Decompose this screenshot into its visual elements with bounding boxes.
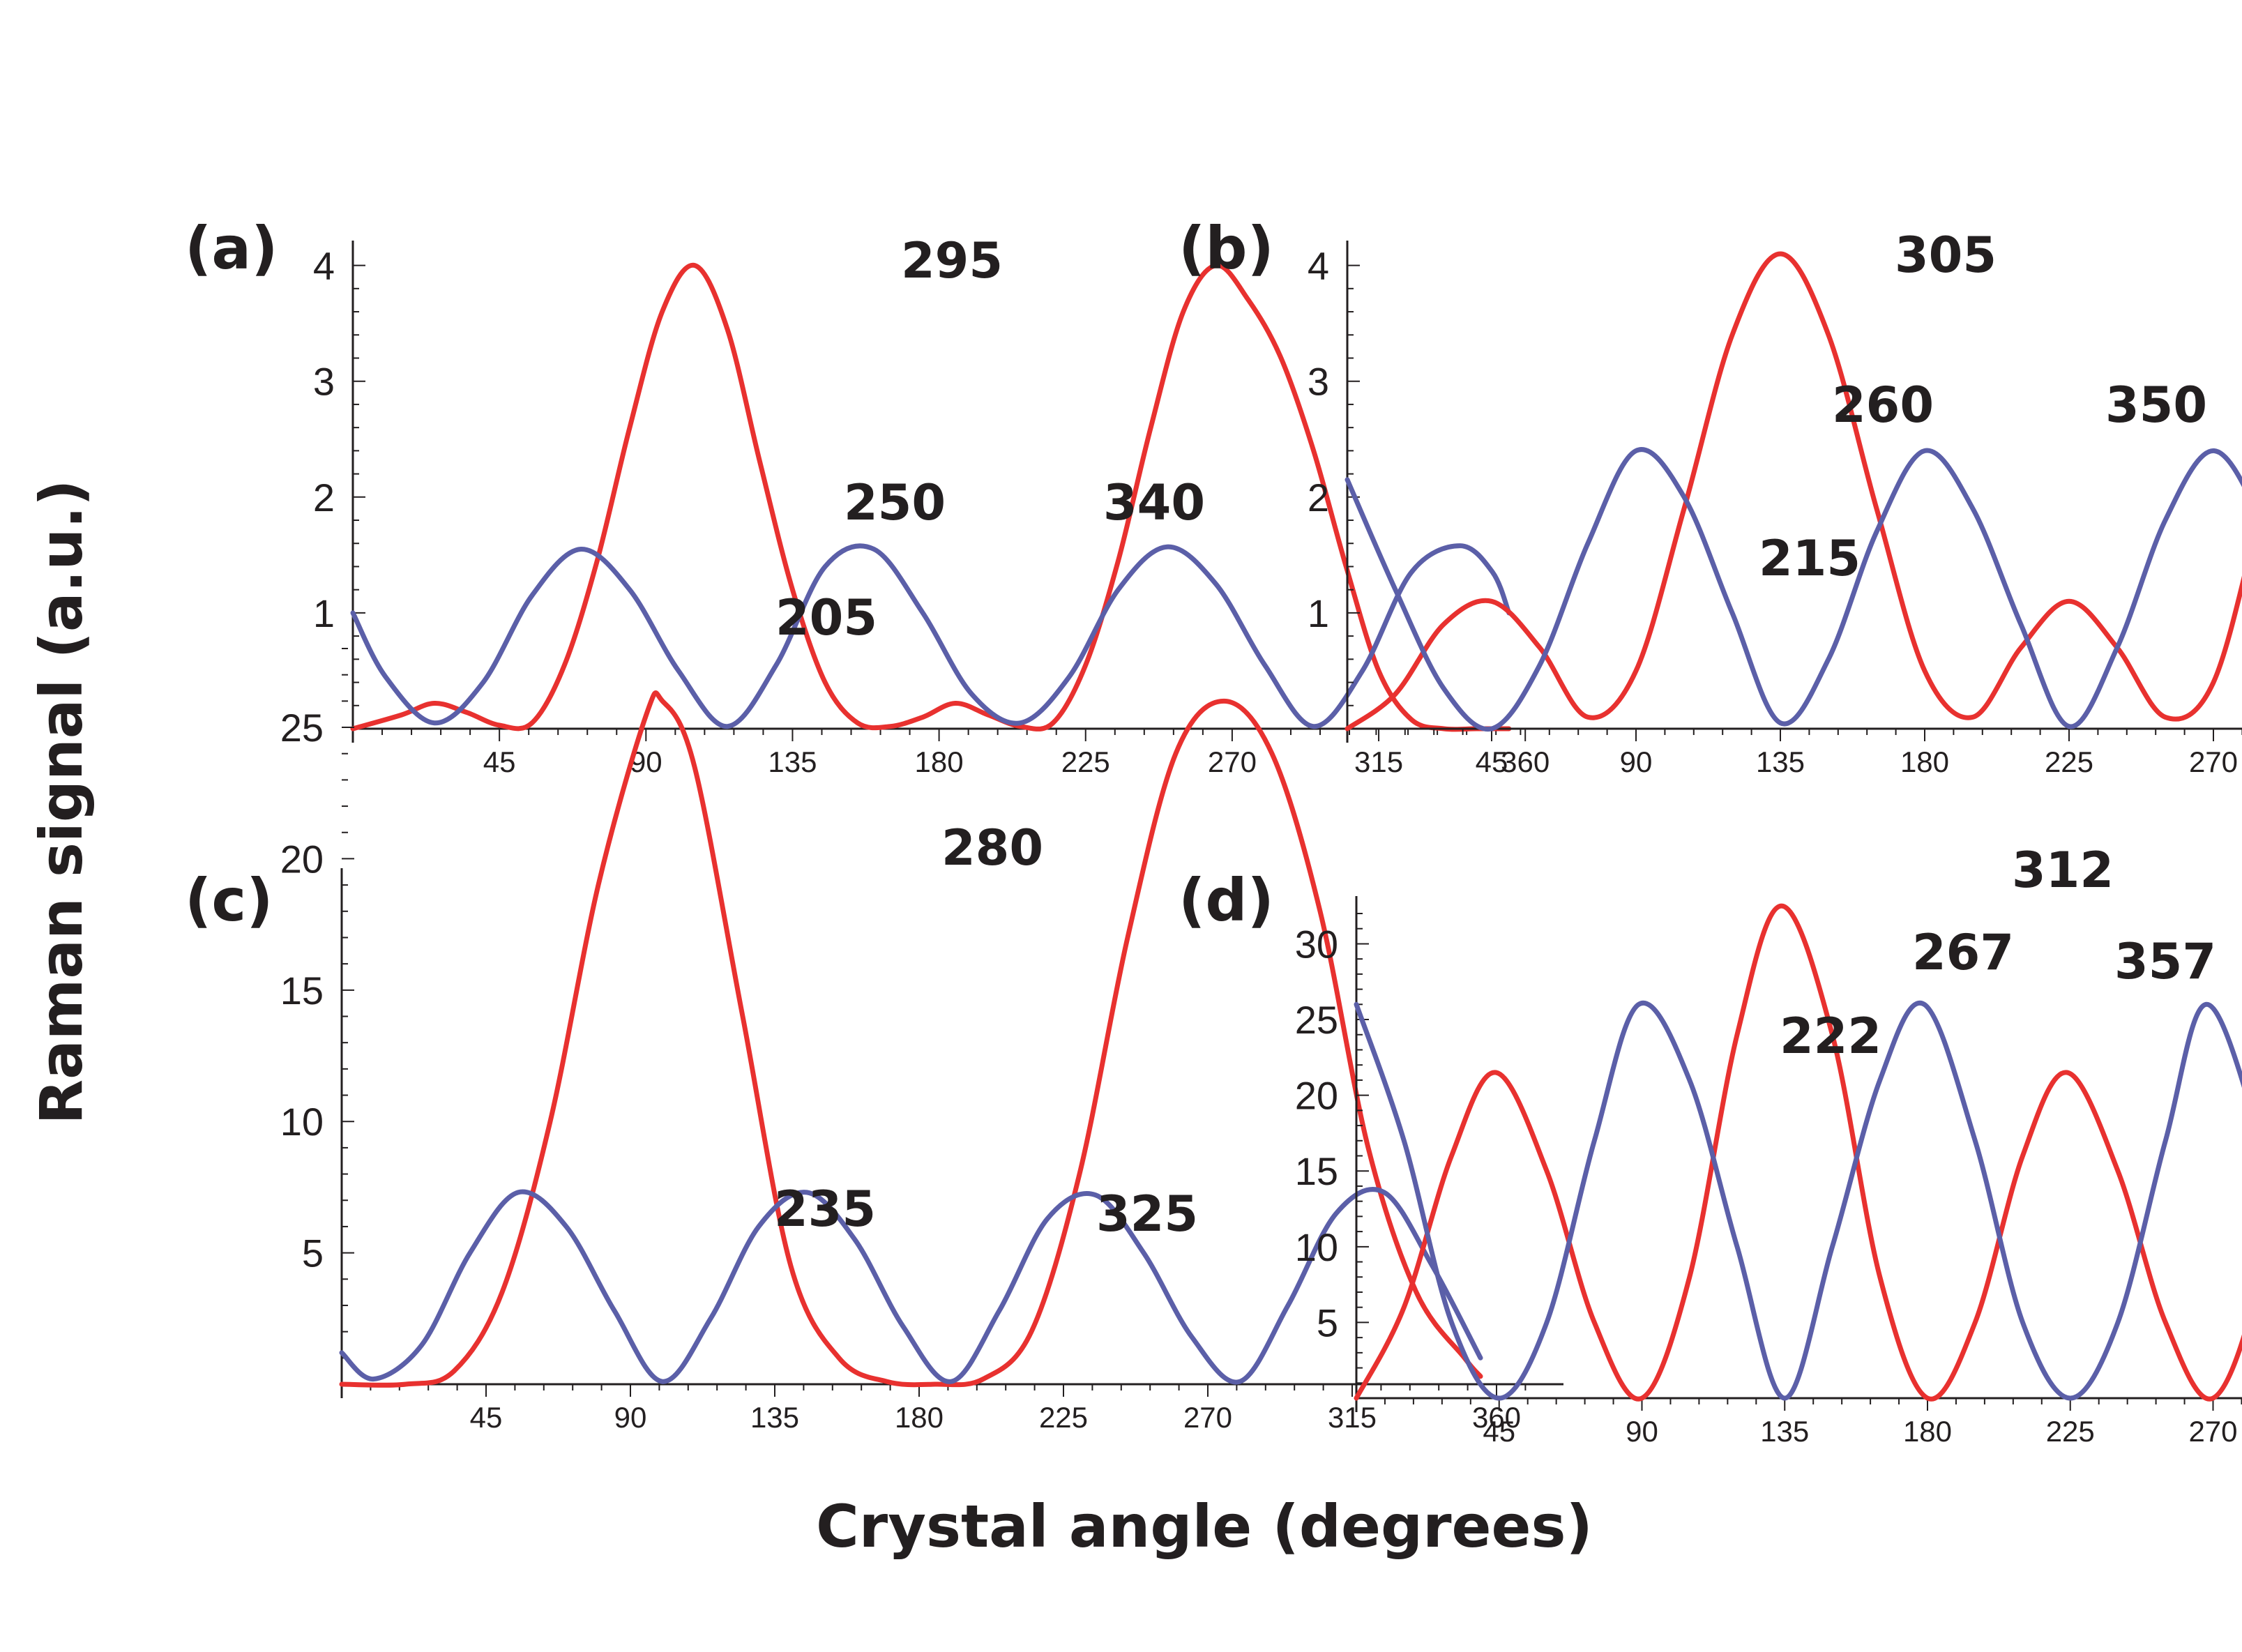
peak-annotation: 280	[941, 819, 1043, 877]
y-tick-label: 3	[1308, 360, 1329, 404]
y-tick-label: 10	[1295, 1225, 1338, 1269]
peak-annotation: 350	[2105, 377, 2207, 434]
blue-series-line	[339, 1187, 1483, 1385]
y-tick-label: 20	[1295, 1074, 1338, 1118]
panel-a: 45 90 135 180 225 270 315 3601234(a)20525029534…	[185, 214, 1550, 778]
panel-label: (d)	[1179, 866, 1274, 934]
y-tick-label: 1	[313, 591, 335, 635]
x-tick-label: 225	[2045, 745, 2093, 778]
x-tick-label: 360	[1472, 1401, 1521, 1434]
x-tick-label: 45	[1476, 745, 1508, 778]
peak-annotation: 222	[1780, 1008, 1881, 1065]
x-tick-label: 315	[1328, 1401, 1377, 1434]
x-tick-label: 225	[1061, 745, 1110, 778]
peak-annotation: 235	[774, 1181, 876, 1238]
y-tick-label: 2	[313, 476, 335, 520]
panel-label: (a)	[185, 214, 278, 282]
x-tick-label: 45	[483, 745, 516, 778]
peak-annotation: 312	[2012, 842, 2114, 899]
y-tick-label: 25	[280, 706, 324, 750]
x-tick-label: 135	[750, 1401, 799, 1434]
peak-annotation: 267	[1912, 924, 2014, 981]
y-tick-label: 1	[1308, 591, 1329, 635]
x-tick-label: 90	[1626, 1415, 1658, 1448]
y-tick-label: 4	[313, 244, 335, 288]
y-tick-label: 10	[280, 1100, 324, 1144]
x-tick-label: 270	[2188, 1415, 2237, 1448]
x-tick-label: 315	[1354, 745, 1403, 778]
x-tick-label: 180	[1900, 745, 1949, 778]
peak-annotation: 205	[775, 589, 877, 646]
y-tick-label: 3	[313, 360, 335, 404]
y-tick-label: 25	[1295, 998, 1338, 1042]
y-tick-label: 15	[1295, 1149, 1338, 1193]
panel-d: 45 90 135 180 225 270 315 360 5 10 15 20 25 30 (d) 222 2…	[1179, 842, 2242, 1448]
panel-b: 45 90 135 180 225 270 315 360 1 2 3 4 (b) 215 260 305 35…	[1179, 214, 2242, 778]
x-tick-label: 135	[768, 745, 817, 778]
x-tick-label: 45	[1483, 1415, 1515, 1448]
y-tick-label: 20	[280, 837, 324, 881]
x-tick-label: 45	[470, 1401, 503, 1434]
x-tick-label: 90	[614, 1401, 647, 1434]
panel-label: (b)	[1179, 214, 1274, 282]
x-tick-label: 270	[2189, 745, 2238, 778]
peak-annotation: 305	[1895, 227, 1997, 284]
panel-c: 45 90 135 180 225 270 315 360 5 10 15 20 25 (c) 235 280…	[185, 648, 1563, 1434]
red-series-line	[339, 690, 1483, 1388]
peak-annotation: 340	[1103, 474, 1205, 531]
y-tick-label: 4	[1308, 244, 1329, 288]
peak-annotation: 295	[901, 232, 1003, 289]
x-tick-label: 135	[1756, 745, 1805, 778]
y-axis-title: Raman signal (a.u.)	[27, 479, 96, 1124]
peak-annotation: 357	[2114, 933, 2216, 990]
y-tick-label: 5	[1317, 1301, 1338, 1344]
blue-series-line	[350, 543, 1512, 729]
panel-label: (c)	[185, 866, 273, 934]
y-tick-label: 2	[1308, 476, 1329, 520]
peak-annotation: 325	[1096, 1185, 1198, 1243]
x-tick-label: 225	[2046, 1415, 2095, 1448]
y-tick-label: 15	[280, 969, 324, 1013]
x-tick-label: 225	[1039, 1401, 1088, 1434]
red-series-line	[350, 262, 1512, 732]
x-tick-label: 270	[1208, 745, 1257, 778]
red-series-line	[1354, 903, 2242, 1402]
blue-series-line	[1354, 1000, 2242, 1401]
x-tick-label: 135	[1760, 1415, 1809, 1448]
peak-annotation: 260	[1832, 377, 1934, 434]
x-axis-title: Crystal angle (degrees)	[816, 1492, 1593, 1561]
panels: 45 90 135 180 225 270 315 3601234(a)20525029534…	[185, 214, 2242, 1448]
x-tick-label: 360	[1501, 745, 1550, 778]
x-tick-label: 270	[1183, 1401, 1232, 1434]
peak-annotation: 250	[844, 474, 946, 531]
red-series-line	[1345, 251, 2242, 732]
x-tick-label: 180	[1903, 1415, 1952, 1448]
blue-series-line	[1345, 447, 2242, 732]
x-tick-label: 180	[895, 1401, 944, 1434]
y-tick-label: 30	[1295, 922, 1338, 966]
x-tick-label: 90	[1620, 745, 1653, 778]
y-tick-label: 5	[302, 1232, 324, 1275]
peak-annotation: 215	[1759, 530, 1861, 587]
x-tick-label: 180	[915, 745, 964, 778]
